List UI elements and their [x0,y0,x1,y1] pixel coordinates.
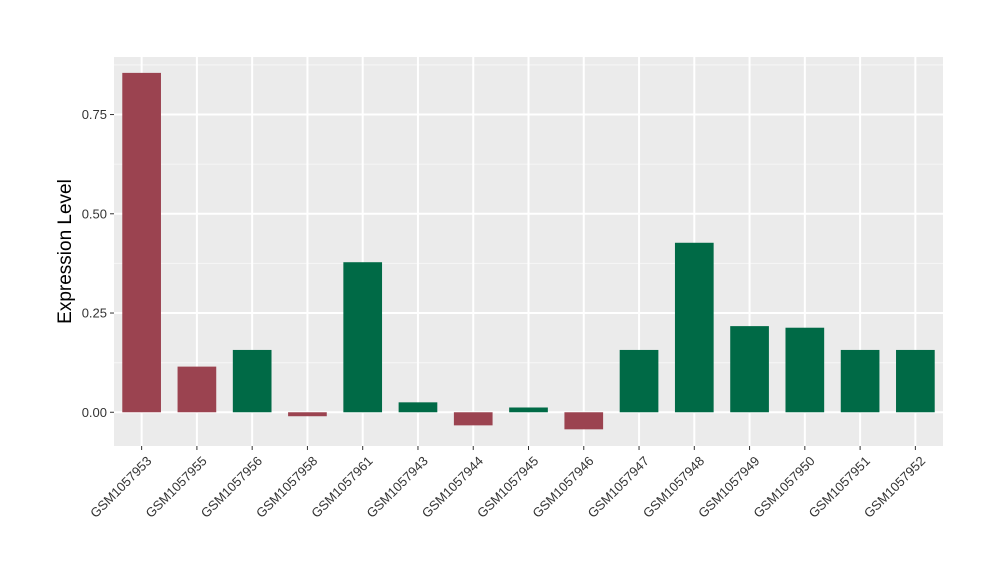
bar-gsm1057961 [343,262,383,413]
bar-gsm1057944 [453,412,493,426]
bar-gsm1057943 [398,402,438,413]
y-axis-title: Expression Level [55,179,76,324]
bars [122,72,935,430]
bar-gsm1057956 [232,349,272,413]
bar-gsm1057945 [509,407,548,413]
bar-gsm1057947 [619,349,659,413]
y-tick-label: 0.25 [82,306,107,321]
bar-gsm1057951 [840,349,880,413]
bar-gsm1057948 [674,242,714,413]
bar-gsm1057955 [177,366,217,413]
y-tick-label: 0.50 [82,206,107,221]
bar-gsm1057958 [288,412,327,417]
y-tick-label: 0.00 [82,405,107,420]
bar-gsm1057950 [785,327,825,413]
bar-gsm1057946 [564,412,604,430]
y-tick-label: 0.75 [82,107,107,122]
bar-gsm1057949 [730,326,769,413]
x-axis: GSM1057953GSM1057955GSM1057956GSM1057958… [87,446,928,521]
bar-gsm1057953 [122,72,161,413]
y-axis: 0.00 0.25 0.50 0.75 [82,107,114,420]
bar-gsm1057952 [896,349,935,413]
